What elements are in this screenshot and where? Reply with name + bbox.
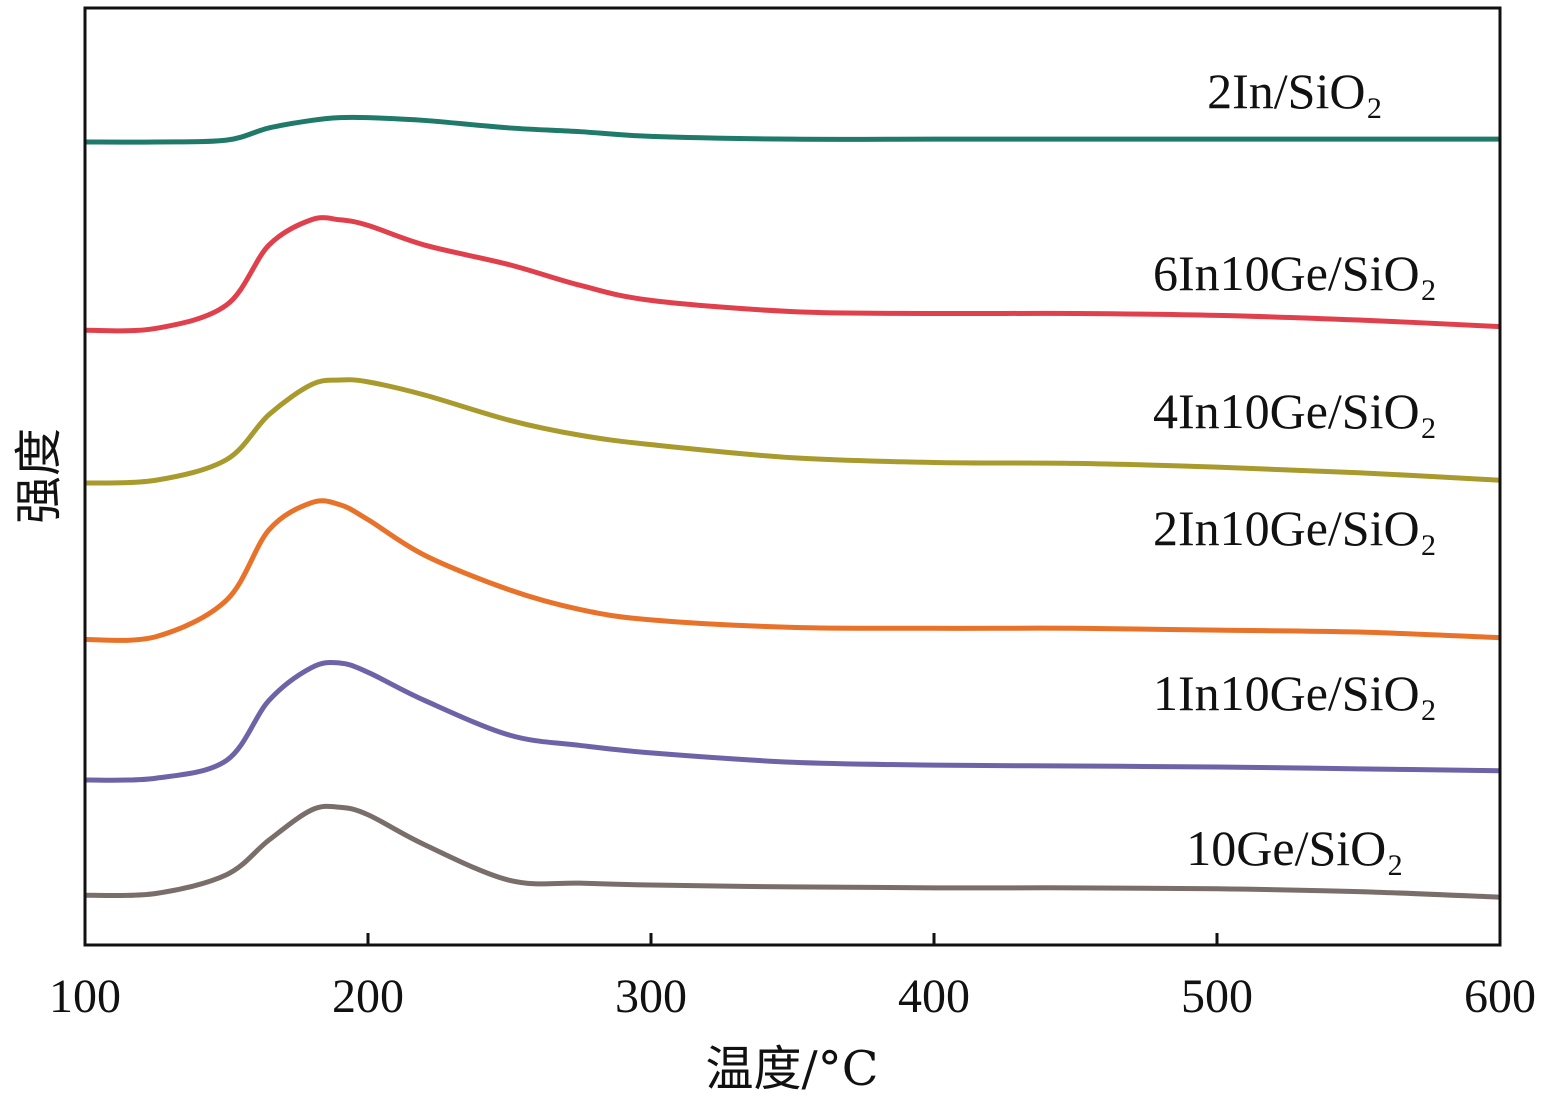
x-tick-label: 400: [898, 970, 970, 1023]
x-tick-label: 200: [332, 970, 404, 1023]
y-axis-title: 强度: [11, 428, 67, 524]
series-line-1: [84, 215, 1501, 334]
x-tick-label: 300: [615, 970, 687, 1023]
series-label-2: 4In10Ge/SiO₂: [1153, 383, 1437, 439]
series-label-1: 6In10Ge/SiO₂: [1153, 245, 1437, 301]
plot-frame: [83, 6, 1502, 947]
x-axis-title: 温度/°C: [706, 1041, 879, 1097]
series-label-5: 10Ge/SiO₂: [1186, 820, 1403, 876]
x-tick-label: 600: [1464, 970, 1536, 1023]
series-line-2: [84, 377, 1501, 486]
series-line-5: [84, 803, 1501, 900]
series-label-3: 2In10Ge/SiO₂: [1153, 500, 1437, 556]
series-line-3: [84, 498, 1501, 643]
series-label-4: 1In10Ge/SiO₂: [1153, 665, 1437, 721]
x-tick-label: 500: [1181, 970, 1253, 1023]
series-line-0: [84, 114, 1500, 145]
series-line-4: [84, 659, 1501, 783]
x-tick-label: 100: [49, 970, 121, 1023]
series-label-0: 2In/SiO₂: [1207, 63, 1383, 119]
